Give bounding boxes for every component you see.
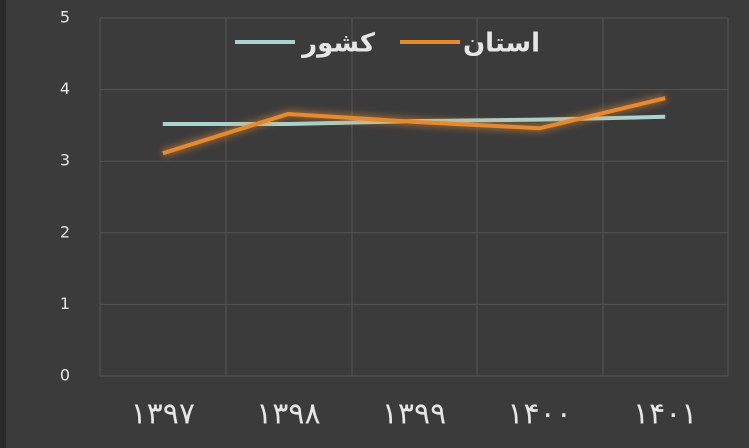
y-tick-label: 1: [60, 294, 70, 313]
series-line: [162, 96, 666, 156]
x-tick-label: ۱۳۹۹: [382, 397, 446, 432]
left-edge: [0, 0, 6, 448]
y-tick-label: 4: [60, 79, 70, 98]
x-tick-label: ۱۴۰۱: [633, 397, 697, 432]
y-tick-label: 0: [60, 366, 70, 385]
x-tick-label: ۱۴۰۰: [507, 397, 571, 432]
legend-label: کشور: [300, 29, 376, 59]
y-tick-label: 3: [60, 151, 70, 170]
y-tick-label: 2: [60, 222, 70, 241]
vertical-grid: [99, 18, 729, 376]
y-tick-label: 5: [60, 8, 70, 27]
x-tick-label: ۱۳۹۷: [131, 397, 195, 432]
legend-label: استان: [463, 29, 540, 59]
x-tick-label: ۱۳۹۸: [256, 397, 320, 432]
